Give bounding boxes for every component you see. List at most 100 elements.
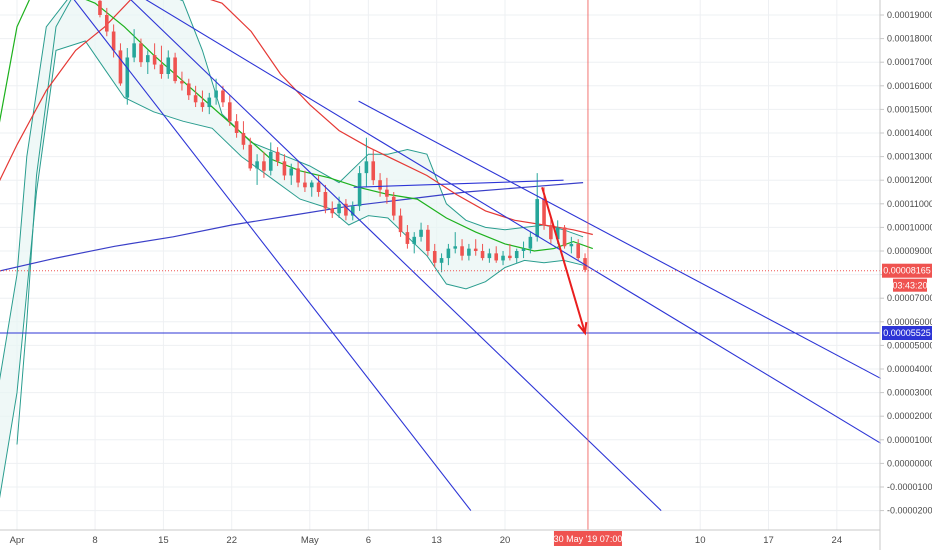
candle-body (289, 168, 294, 176)
candle-body (344, 203, 348, 216)
y-tick-label: -0.00001000 (887, 482, 932, 492)
candle-body (98, 0, 102, 15)
candle-body (180, 81, 184, 84)
trendlines (73, 0, 882, 511)
candle-body (521, 248, 526, 251)
x-tick-label: 6 (366, 535, 371, 546)
candle-body (268, 151, 273, 171)
y-tick-label: 0.00019000 (887, 10, 932, 20)
green-moving-average (0, 0, 594, 252)
x-tick-label: 15 (158, 535, 169, 546)
trendline-steep (73, 0, 472, 511)
candle-body (255, 161, 259, 169)
candle-body (583, 258, 587, 270)
candle-body (453, 246, 458, 249)
countdown-badge (893, 278, 927, 292)
trendline-upper-channel (358, 100, 882, 379)
y-tick-label: 0.00000000 (887, 458, 932, 468)
candle-body (159, 64, 164, 74)
trendline-medium (130, 0, 662, 511)
candle-body (446, 248, 451, 259)
y-tick-label: 0.00002000 (887, 411, 932, 421)
candle-body (460, 246, 464, 256)
candle-body (528, 236, 533, 249)
x-tick-label: Apr (10, 535, 25, 546)
candle-body (371, 161, 376, 181)
candle-body (330, 208, 335, 214)
x-tick-label: 13 (431, 535, 442, 546)
candle-body (316, 182, 321, 192)
projection-arrowhead (577, 321, 588, 336)
x-tick-label: 20 (500, 535, 511, 546)
time-badge (553, 531, 622, 546)
candle-body (508, 255, 512, 259)
time-label: 30 May '19 07:00 (554, 534, 623, 544)
candle-body (439, 258, 444, 263)
y-tick-label: 0.00013000 (887, 152, 932, 162)
candle-body (296, 168, 300, 183)
y-tick-label: 0.00011000 (887, 199, 932, 209)
y-tick-label: 0.00015000 (887, 104, 932, 114)
last-price-label: 0.00008165 (883, 266, 931, 276)
candle-body (118, 50, 123, 84)
candle-body (275, 151, 280, 162)
candle-body (282, 161, 287, 176)
candle-body (385, 189, 389, 197)
y-tick-label: 0.00005000 (887, 340, 932, 350)
y-tick-label: 0.00001000 (887, 435, 932, 445)
trendline-lower-channel (145, 0, 882, 444)
candles (98, 0, 587, 273)
candle-body (145, 55, 150, 63)
candle-body (262, 161, 266, 171)
target-level-badge (882, 326, 932, 341)
candle-body (494, 253, 499, 261)
candle-body (542, 199, 546, 226)
overlays (0, 0, 880, 530)
y-tick-label: 0.00014000 (887, 128, 932, 138)
candle-body (412, 236, 417, 244)
candle-body (535, 199, 540, 237)
y-tick-label: 0.00004000 (887, 364, 932, 374)
target-level-label: 0.00005525 (883, 328, 931, 338)
candle-body (200, 102, 205, 108)
candle-body (152, 55, 157, 65)
candle-body (186, 83, 191, 96)
y-tick-label: 0.00012000 (887, 175, 932, 185)
candle-body (139, 43, 143, 63)
x-axis: Apr 8 15 22 May 6 13 20 10 17 24 (0, 529, 880, 546)
candle-body (398, 215, 403, 233)
countdown-label: 03:43:20 (892, 281, 927, 291)
y-tick-label: 0.00003000 (887, 388, 932, 398)
candle-body (111, 31, 116, 51)
candle-body (555, 227, 560, 240)
candle-body (221, 90, 225, 103)
candle-body (549, 225, 553, 240)
candle-body (569, 243, 574, 247)
y-tick-label: 0.00006000 (887, 317, 932, 327)
candle-body (337, 203, 341, 214)
candle-body (419, 229, 423, 237)
candle-body (173, 57, 177, 82)
horizontal-resistance (353, 179, 564, 188)
y-tick-label: 0.00009000 (887, 246, 932, 256)
candle-body (364, 161, 369, 174)
candle-body (501, 255, 505, 261)
y-tick-label: 0.00017000 (887, 57, 932, 67)
candle-body (207, 97, 212, 108)
candle-body (125, 57, 130, 98)
candle-body (303, 182, 307, 188)
x-tick-label: 8 (92, 535, 97, 546)
candle-body (227, 102, 232, 122)
candle-body (378, 180, 382, 190)
x-tick-label: 10 (695, 535, 706, 546)
candle-body (350, 206, 355, 216)
candle-body (357, 173, 362, 207)
long-moving-average (0, 182, 584, 272)
y-tick-label: 0.00018000 (887, 34, 932, 44)
candle-body (487, 253, 492, 259)
candle-body (426, 229, 430, 251)
candle-body (234, 121, 239, 133)
candle-body (467, 248, 471, 256)
candle-body (514, 251, 519, 259)
